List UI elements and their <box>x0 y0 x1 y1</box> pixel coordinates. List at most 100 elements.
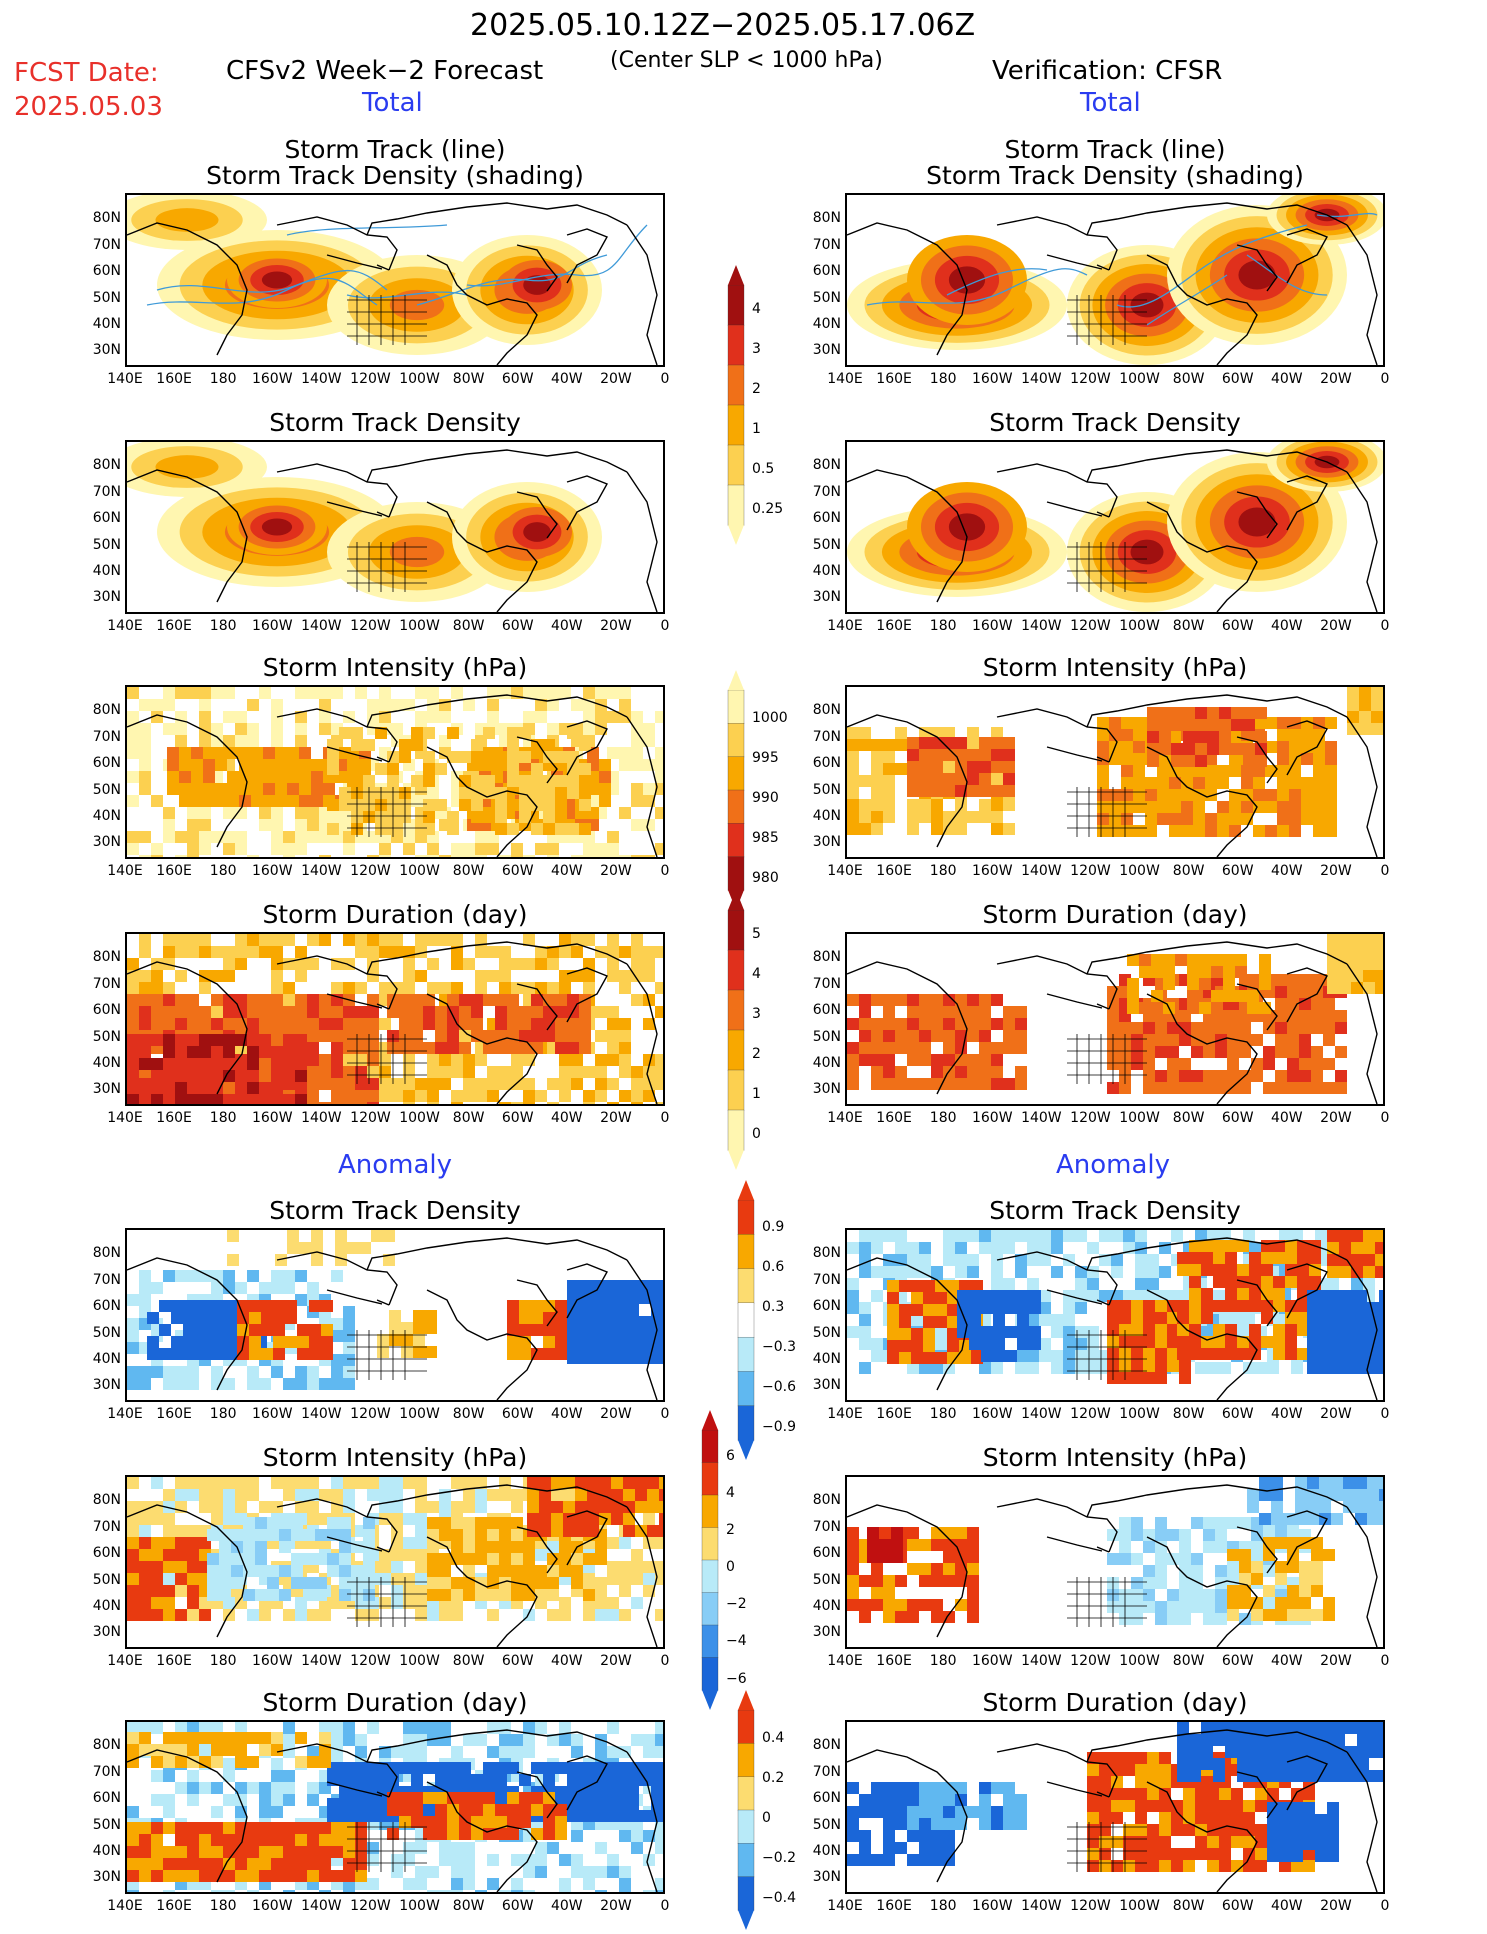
lon-label: 120W <box>1066 371 1114 387</box>
colorbar-swatch <box>728 910 744 951</box>
lon-label: 160W <box>248 1653 296 1669</box>
colorbar-swatch <box>702 1430 718 1463</box>
lon-label: 180 <box>199 1898 247 1914</box>
colorbar-label: 1000 <box>752 710 788 726</box>
colorbar-label: 0.4 <box>762 1730 784 1746</box>
map-panel-adens-verification <box>845 1228 1385 1402</box>
lon-label: 60W <box>494 1110 542 1126</box>
lat-label: 80N <box>799 702 841 718</box>
lon-label: 100W <box>1116 618 1164 634</box>
lon-label: 140W <box>297 1898 345 1914</box>
lon-label: 140W <box>297 371 345 387</box>
lon-label: 60W <box>494 618 542 634</box>
lon-label: 60W <box>494 1653 542 1669</box>
colorbar-label: 0.9 <box>762 1219 784 1235</box>
lat-label: 50N <box>79 290 121 306</box>
colorbar-swatch <box>738 1234 754 1269</box>
lon-label: 160E <box>150 1653 198 1669</box>
colorbar-intensity_total <box>726 670 746 914</box>
lon-label: 60W <box>1214 1898 1262 1914</box>
lon-label: 160W <box>248 863 296 879</box>
lat-label: 50N <box>799 1325 841 1341</box>
lat-label: 40N <box>79 1843 121 1859</box>
lon-label: 0 <box>1361 371 1409 387</box>
lon-label: 0 <box>641 1406 689 1422</box>
panel-title: Storm Track Density <box>845 1196 1385 1225</box>
lat-label: 70N <box>79 484 121 500</box>
lon-label: 140E <box>101 863 149 879</box>
lon-label: 100W <box>1116 1406 1164 1422</box>
panel-title: Storm Duration (day) <box>845 900 1385 929</box>
lon-label: 160E <box>150 1110 198 1126</box>
lon-label: 40W <box>543 618 591 634</box>
lat-label: 50N <box>79 537 121 553</box>
colorbar-swatch <box>728 1070 744 1111</box>
colorbar-density_anom <box>736 1180 756 1464</box>
lon-label: 80W <box>1165 863 1213 879</box>
subtitle: (Center SLP < 1000 hPa) <box>610 48 883 73</box>
lon-label: 180 <box>919 618 967 634</box>
lat-label: 70N <box>799 237 841 253</box>
lon-label: 60W <box>494 1898 542 1914</box>
lon-label: 140E <box>821 1898 869 1914</box>
lat-label: 60N <box>799 1002 841 1018</box>
lat-label: 60N <box>799 1298 841 1314</box>
lon-label: 60W <box>1214 1653 1262 1669</box>
lon-label: 20W <box>1312 863 1360 879</box>
colorbar-swatch <box>728 690 744 724</box>
date-range: 2025.05.10.12Z−2025.05.17.06Z <box>470 8 975 43</box>
colorbar-density_total <box>726 265 746 549</box>
lon-label: 140W <box>1017 371 1065 387</box>
lon-label: 100W <box>396 1110 444 1126</box>
lat-label: 70N <box>799 976 841 992</box>
lon-label: 180 <box>919 371 967 387</box>
panel-title: Storm Duration (day) <box>125 900 665 929</box>
lat-label: 80N <box>79 1737 121 1753</box>
lat-label: 40N <box>79 1351 121 1367</box>
lon-label: 140E <box>101 1406 149 1422</box>
lon-label: 180 <box>199 863 247 879</box>
lon-label: 80W <box>1165 371 1213 387</box>
lon-label: 160W <box>968 618 1016 634</box>
lon-label: 20W <box>1312 618 1360 634</box>
lat-label: 80N <box>799 457 841 473</box>
colorbar-label: 3 <box>752 341 761 357</box>
colorbar-label: 5 <box>752 926 761 942</box>
colorbar-label: 1 <box>752 1086 761 1102</box>
colorbar-swatch <box>738 1337 754 1372</box>
lat-label: 80N <box>79 1245 121 1261</box>
lon-label: 20W <box>592 1110 640 1126</box>
colorbar-swatch <box>728 445 744 486</box>
lon-label: 140E <box>101 1898 149 1914</box>
lat-label: 70N <box>799 729 841 745</box>
lat-label: 60N <box>799 510 841 526</box>
lon-label: 60W <box>1214 863 1262 879</box>
colorbar-duration_total <box>726 890 746 1174</box>
lat-label: 30N <box>799 342 841 358</box>
colorbar-swatch <box>728 990 744 1031</box>
lat-label: 80N <box>79 949 121 965</box>
fcst-date: 2025.05.03 <box>14 92 163 122</box>
lon-label: 120W <box>346 371 394 387</box>
lat-label: 30N <box>799 589 841 605</box>
lat-label: 60N <box>79 1545 121 1561</box>
colorbar-swatch <box>728 285 744 326</box>
lat-label: 80N <box>799 949 841 965</box>
lon-label: 40W <box>1263 1110 1311 1126</box>
lon-label: 160E <box>150 618 198 634</box>
colorbar-swatch <box>728 1110 744 1151</box>
colorbar-swatch <box>728 857 744 891</box>
panel-title: Storm Intensity (hPa) <box>845 653 1385 682</box>
lon-label: 20W <box>592 371 640 387</box>
panel-title: Storm Intensity (hPa) <box>125 653 665 682</box>
lon-label: 80W <box>445 1110 493 1126</box>
lon-label: 160E <box>870 1406 918 1422</box>
lat-label: 50N <box>799 1572 841 1588</box>
lon-label: 40W <box>543 371 591 387</box>
lat-label: 40N <box>79 1598 121 1614</box>
lon-label: 120W <box>1066 1406 1114 1422</box>
lat-label: 80N <box>79 1492 121 1508</box>
colorbar-swatch <box>728 790 744 824</box>
colorbar-label: 0.2 <box>762 1770 784 1786</box>
lon-label: 20W <box>592 863 640 879</box>
